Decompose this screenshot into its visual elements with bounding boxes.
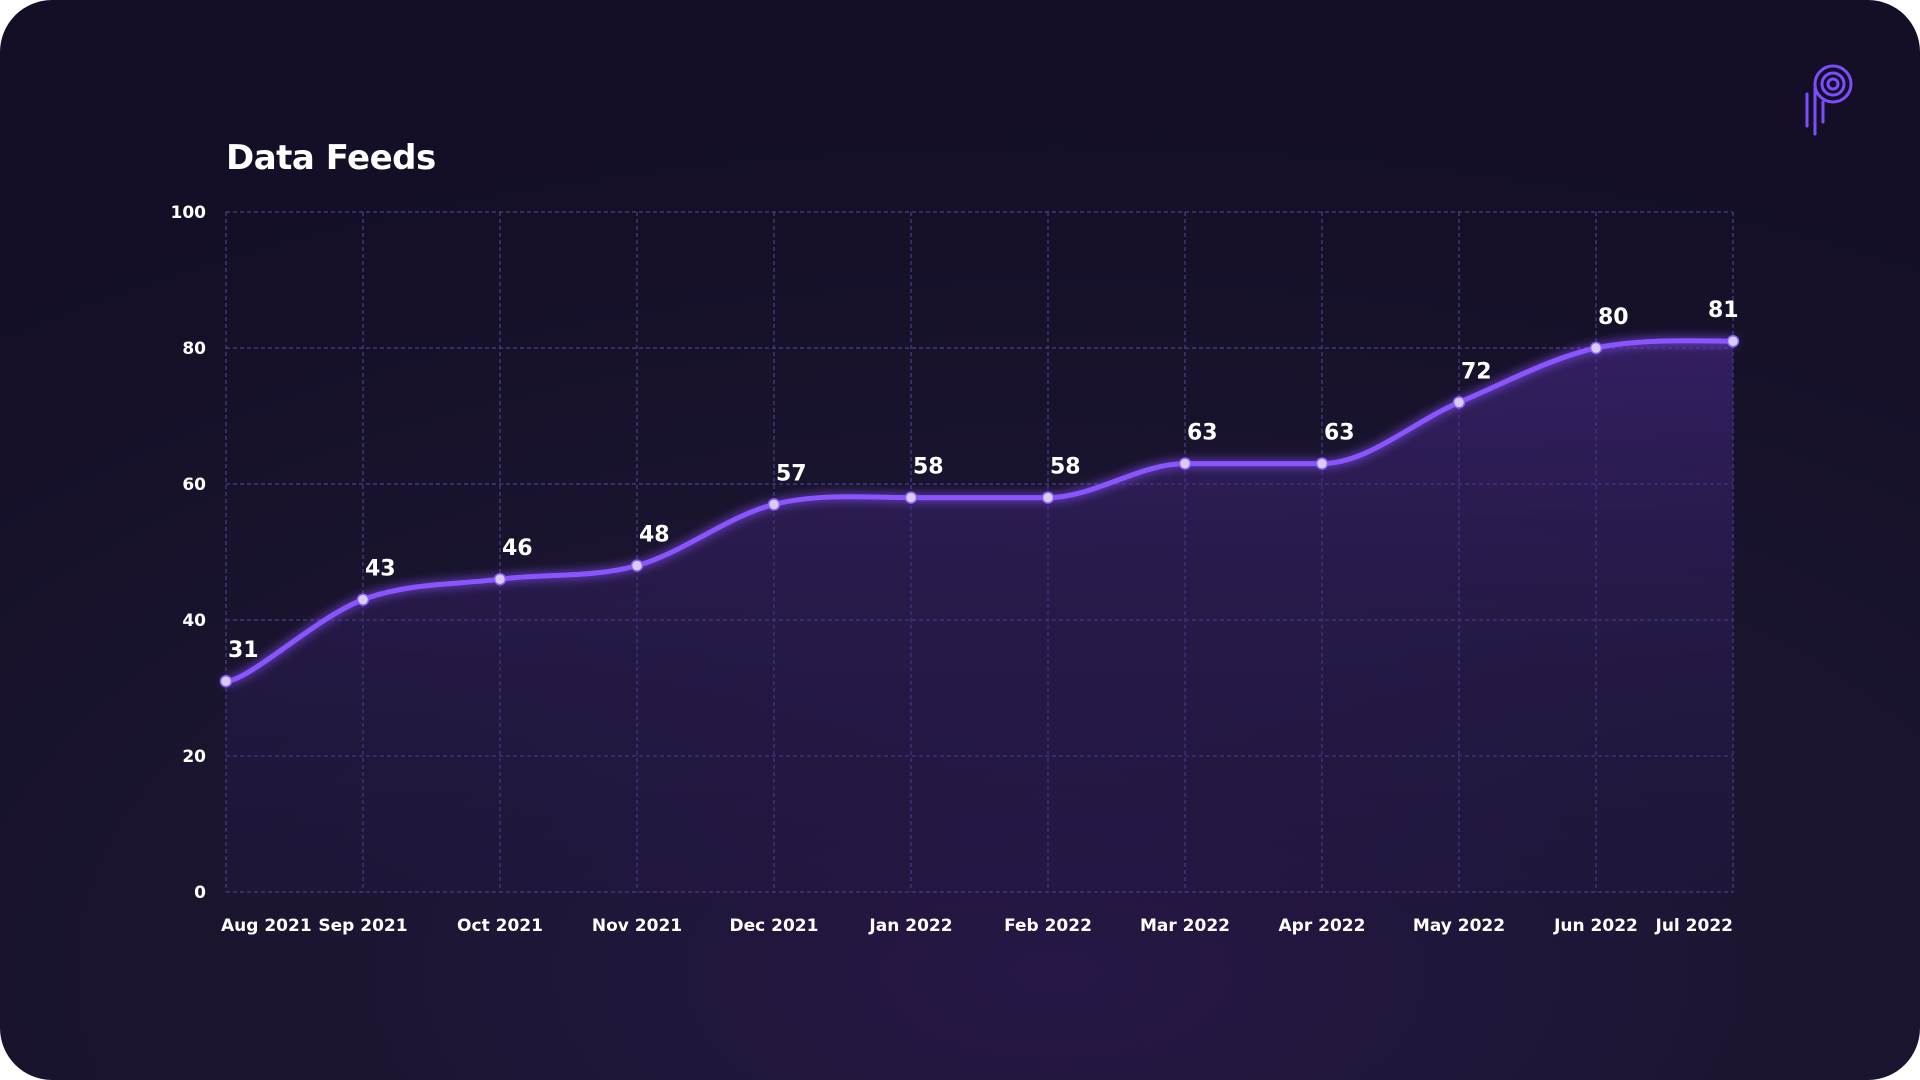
data-label: 63 bbox=[1324, 421, 1355, 446]
x-tick-label: Dec 2021 bbox=[730, 916, 819, 936]
data-label: 31 bbox=[228, 638, 259, 663]
data-point bbox=[1452, 396, 1466, 409]
data-label: 81 bbox=[1708, 298, 1739, 323]
data-point bbox=[356, 593, 370, 606]
data-label: 43 bbox=[365, 557, 396, 582]
x-tick-label: Jun 2022 bbox=[1553, 916, 1638, 936]
data-label: 46 bbox=[502, 536, 533, 561]
data-point bbox=[1726, 334, 1740, 348]
x-tick-label: Sep 2021 bbox=[318, 916, 407, 936]
x-tick-label: Feb 2022 bbox=[1004, 916, 1092, 936]
data-point bbox=[767, 498, 781, 511]
data-point bbox=[1178, 457, 1192, 470]
data-point bbox=[219, 674, 233, 688]
y-axis: 0 20 40 60 80 100 bbox=[171, 203, 207, 903]
x-tick-label: Jul 2022 bbox=[1655, 916, 1734, 936]
data-label: 72 bbox=[1461, 359, 1492, 384]
data-point bbox=[1041, 491, 1055, 504]
y-tick-label: 80 bbox=[182, 339, 206, 359]
data-point bbox=[1589, 341, 1603, 355]
x-tick-label: Apr 2022 bbox=[1279, 916, 1366, 936]
y-tick-label: 100 bbox=[171, 203, 207, 223]
data-label: 63 bbox=[1187, 421, 1218, 446]
data-label: 58 bbox=[1050, 455, 1081, 480]
y-tick-label: 40 bbox=[182, 611, 206, 631]
x-tick-label: Mar 2022 bbox=[1140, 916, 1230, 936]
series-line bbox=[223, 338, 1736, 684]
x-tick-label: Aug 2021 bbox=[221, 916, 312, 936]
x-tick-label: Nov 2021 bbox=[592, 916, 682, 936]
data-label: 80 bbox=[1598, 305, 1629, 330]
data-point bbox=[493, 572, 507, 586]
x-tick-label: May 2022 bbox=[1413, 916, 1505, 936]
data-label: 48 bbox=[639, 523, 670, 548]
x-tick-label: Jan 2022 bbox=[868, 916, 952, 936]
chart-title: Data Feeds bbox=[226, 138, 436, 178]
y-tick-label: 20 bbox=[182, 747, 206, 767]
y-tick-label: 0 bbox=[194, 883, 206, 903]
data-label: 58 bbox=[913, 455, 944, 480]
x-axis: Aug 2021 Sep 2021 Oct 2021 Nov 2021 Dec 2021… bbox=[221, 916, 1733, 936]
data-point bbox=[630, 559, 644, 572]
data-point bbox=[1315, 457, 1329, 470]
y-tick-label: 60 bbox=[182, 475, 206, 495]
data-labels: 31 43 46 48 57 58 58 63 63 72 80 81 bbox=[228, 298, 1739, 663]
series-area bbox=[226, 340, 1733, 892]
data-points bbox=[219, 334, 1740, 688]
data-label: 57 bbox=[776, 461, 807, 486]
x-tick-label: Oct 2021 bbox=[457, 916, 543, 936]
data-point bbox=[904, 491, 918, 504]
brand-logo-icon bbox=[1805, 64, 1853, 136]
